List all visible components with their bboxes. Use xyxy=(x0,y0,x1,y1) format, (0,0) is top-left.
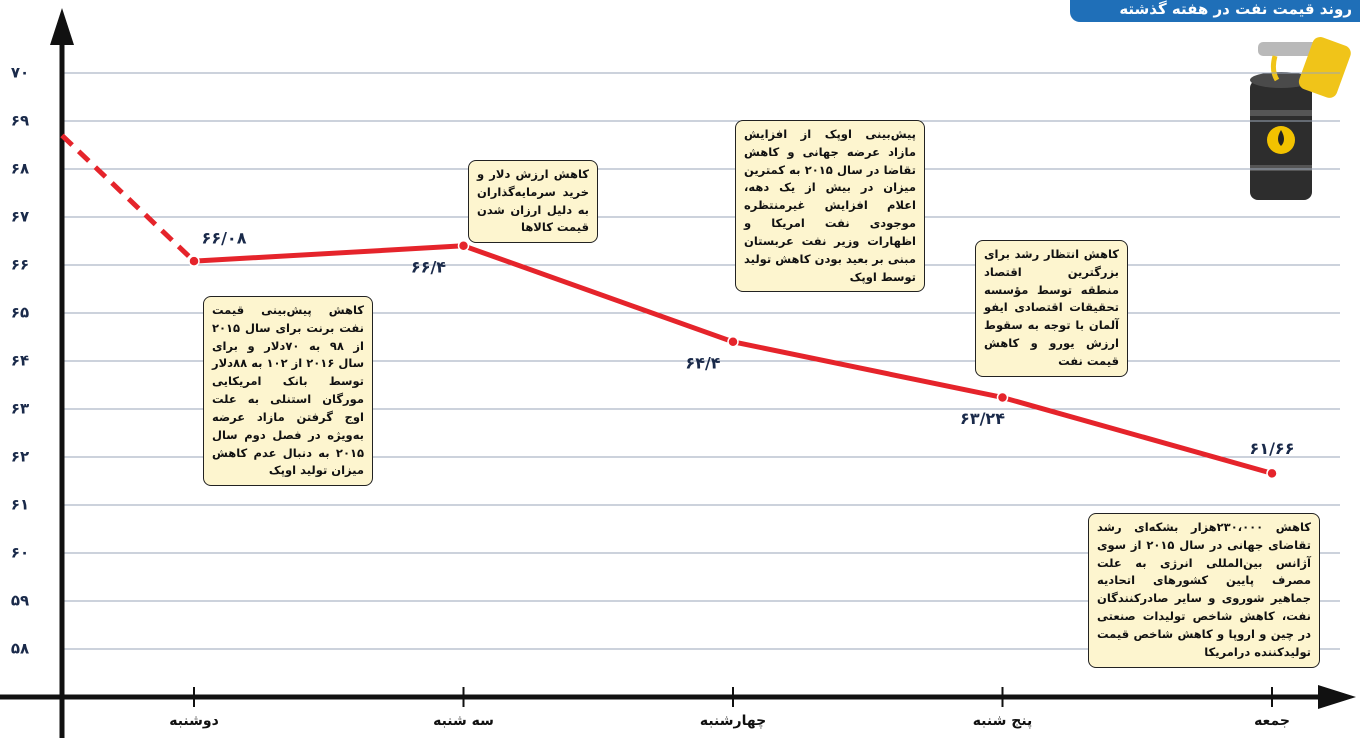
y-tick-label: ۶۷ xyxy=(11,208,29,226)
lead-in-dashed-line xyxy=(62,135,194,261)
page: ۵۸ ۵۹ ۶۰ ۶۱ ۶۲ ۶۳ ۶۴ ۶۵ ۶۶ ۶۷ ۶۸ ۶۹ ۷۰ دوشنبه سه شنبه چ… xyxy=(0,0,1360,738)
y-tick-label: ۶۶ xyxy=(11,256,29,274)
y-tick-label: ۶۲ xyxy=(11,448,29,466)
value-label: ۶۱/۶۶ xyxy=(1250,439,1295,458)
x-tick-label: پنج شنبه xyxy=(973,713,1033,729)
data-point xyxy=(998,392,1008,402)
data-point xyxy=(459,241,469,251)
y-tick-label: ۷۰ xyxy=(11,64,29,82)
x-tick-label: سه شنبه xyxy=(433,713,494,729)
data-point xyxy=(189,256,199,266)
x-axis-arrow xyxy=(1318,685,1356,709)
y-tick-label: ۶۱ xyxy=(11,496,29,514)
y-tick-label: ۶۳ xyxy=(11,400,29,418)
y-tick-label: ۶۰ xyxy=(11,544,29,562)
annotation: کاهش انتظار رشد برای بزرگترین اقتصاد منط… xyxy=(975,240,1128,377)
value-label: ۶۶/۰۸ xyxy=(202,229,247,248)
oil-barrel-icon xyxy=(1250,35,1353,200)
x-tick-label: جمعه xyxy=(1254,713,1290,729)
value-label: ۶۴/۴ xyxy=(685,353,720,372)
data-point xyxy=(728,337,738,347)
y-tick-label: ۶۸ xyxy=(11,160,29,178)
annotation: پیش‌بینی اوپک از افزایش مازاد عرضه جهانی… xyxy=(735,120,925,292)
y-tick-label: ۵۸ xyxy=(11,640,29,658)
x-tick-label: دوشنبه xyxy=(169,713,219,729)
y-tick-label: ۵۹ xyxy=(11,592,29,610)
y-tick-label: ۶۴ xyxy=(11,352,29,370)
annotation: کاهش پیش‌بینی قیمت نفت برنت برای سال ۲۰۱… xyxy=(203,296,373,486)
y-tick-label: ۶۵ xyxy=(11,304,29,322)
data-point xyxy=(1267,468,1277,478)
annotation: کاهش ۲۳۰،۰۰۰هزار بشکه‌ای رشد تقاضای جهان… xyxy=(1088,513,1320,668)
x-tick-label: چهارشنبه xyxy=(700,713,766,729)
annotation: کاهش ارزش دلار و خرید سرمایه‌گذاران به د… xyxy=(468,160,598,243)
y-axis-arrow xyxy=(50,8,74,45)
y-tick-label: ۶۹ xyxy=(11,112,29,130)
chart-title: روند قیمت نفت در هفته گذشته xyxy=(1070,0,1360,22)
value-label: ۶۳/۲۴ xyxy=(960,409,1005,428)
value-label: ۶۶/۴ xyxy=(411,257,446,276)
